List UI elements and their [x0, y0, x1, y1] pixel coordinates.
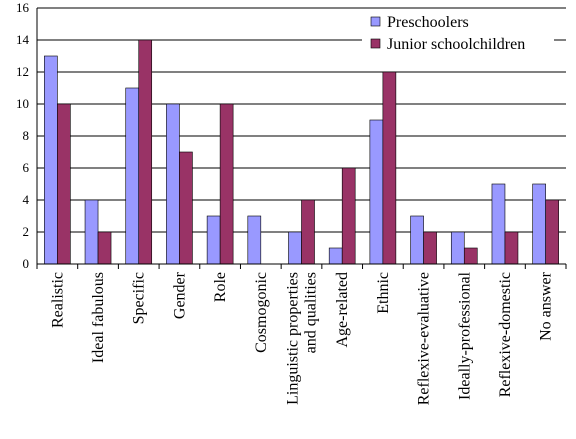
bar-junior-schoolchildren-gender [179, 151, 193, 265]
y-tick-label: 8 [23, 128, 30, 143]
bar-preschoolers-cosmogonic [247, 215, 262, 265]
bar-preschoolers-age-related [328, 247, 343, 265]
bar-preschoolers-realistic [44, 55, 58, 265]
x-category-label-age-related: Age-related [334, 272, 351, 348]
y-axis-ticks: 0 2 4 6 8 10 12 14 16 [16, 0, 30, 271]
x-category-label-no-answer: No answer [538, 271, 555, 341]
bar-junior-schoolchildren-role [219, 103, 234, 265]
legend-label-preschoolers: Preschoolers [387, 14, 469, 31]
bar-junior-schoolchildren-age-related [341, 167, 356, 265]
axes [36, 8, 567, 269]
bar-preschoolers-gender [166, 103, 180, 265]
x-category-label-role: Role [212, 272, 229, 302]
legend-swatch-preschoolers [370, 16, 381, 27]
y-tick-label: 16 [16, 0, 30, 15]
x-category-label-ideally-professional: Ideally-professional [456, 271, 473, 400]
x-category-text: Reflexive-evaluative [416, 272, 433, 405]
bar-preschoolers-ideally-professional [450, 231, 465, 265]
x-category-text: Reflexive-domestic [497, 272, 514, 397]
x-category-text: Specific [131, 272, 148, 324]
bar-junior-schoolchildren-no-answer [545, 199, 559, 265]
x-category-label-gender: Gender [171, 271, 188, 319]
legend-box [362, 10, 554, 56]
x-category-label-reflexive-domestic: Reflexive-domestic [497, 272, 514, 397]
x-category-text: Ideally-professional [456, 271, 473, 400]
x-category-text: Age-related [334, 272, 351, 348]
bar-junior-schoolchildren-ethnic [382, 71, 397, 265]
y-tick-label: 12 [16, 64, 29, 79]
bar-preschoolers-reflexive-domestic [491, 183, 506, 265]
x-category-label-specific: Specific [131, 272, 148, 324]
x-category-label-reflexive-evaluative: Reflexive-evaluative [416, 272, 433, 405]
bar-preschoolers-specific [125, 87, 140, 265]
y-tick-label: 6 [23, 160, 30, 175]
y-tick-label: 2 [23, 224, 30, 239]
bar-preschoolers-no-answer [532, 183, 546, 265]
x-category-text: Cosmogonic [253, 272, 270, 353]
grid-lines [37, 7, 566, 233]
bar-junior-schoolchildren-ideally-professional [463, 247, 478, 265]
x-category-text: Linguistic properties [285, 272, 302, 405]
bar-preschoolers-ideal-fabulous [84, 199, 99, 265]
y-tick-label: 4 [23, 192, 30, 207]
x-category-label-ethnic: Ethnic [375, 272, 392, 314]
bar-junior-schoolchildren-realistic [57, 103, 71, 265]
y-tick-label: 10 [16, 96, 29, 111]
x-category-text: and qualities [303, 272, 320, 353]
legend: Preschoolers Junior schoolchildren [362, 10, 554, 56]
bar-junior-schoolchildren-specific [138, 39, 153, 265]
x-category-label-linguistic-properties-and-qualities: Linguistic properties and qualities [285, 272, 320, 405]
y-tick-label: 14 [16, 32, 30, 47]
bar-junior-schoolchildren-ideal-fabulous [97, 231, 112, 265]
bar-junior-schoolchildren-linguistic-properties-and-qualities [301, 199, 315, 265]
legend-swatch-junior-schoolchildren [370, 38, 381, 49]
x-category-text: Realistic [49, 272, 66, 328]
x-category-text: Role [212, 272, 229, 302]
legend-label-junior-schoolchildren: Junior schoolchildren [387, 36, 525, 53]
bar-preschoolers-ethnic [369, 119, 384, 265]
x-category-text: Ethnic [375, 272, 392, 314]
bar-preschoolers-linguistic-properties-and-qualities [288, 231, 302, 265]
bar-junior-schoolchildren-reflexive-evaluative [423, 231, 437, 265]
x-category-label-ideal-fabulous: Ideal fabulous [90, 272, 107, 363]
bars [44, 39, 559, 265]
x-category-label-realistic: Realistic [49, 272, 66, 328]
x-category-text: Ideal fabulous [90, 272, 107, 363]
y-tick-label: 0 [23, 256, 30, 271]
x-axis-labels: Realistic Ideal fabulous Specific Gender Rol… [49, 271, 554, 405]
x-category-text: Gender [171, 271, 188, 319]
x-category-label-cosmogonic: Cosmogonic [253, 272, 270, 353]
bar-junior-schoolchildren-reflexive-domestic [504, 231, 519, 265]
x-category-text: No answer [538, 271, 555, 341]
bar-preschoolers-reflexive-evaluative [410, 215, 424, 265]
bar-preschoolers-role [206, 215, 221, 265]
